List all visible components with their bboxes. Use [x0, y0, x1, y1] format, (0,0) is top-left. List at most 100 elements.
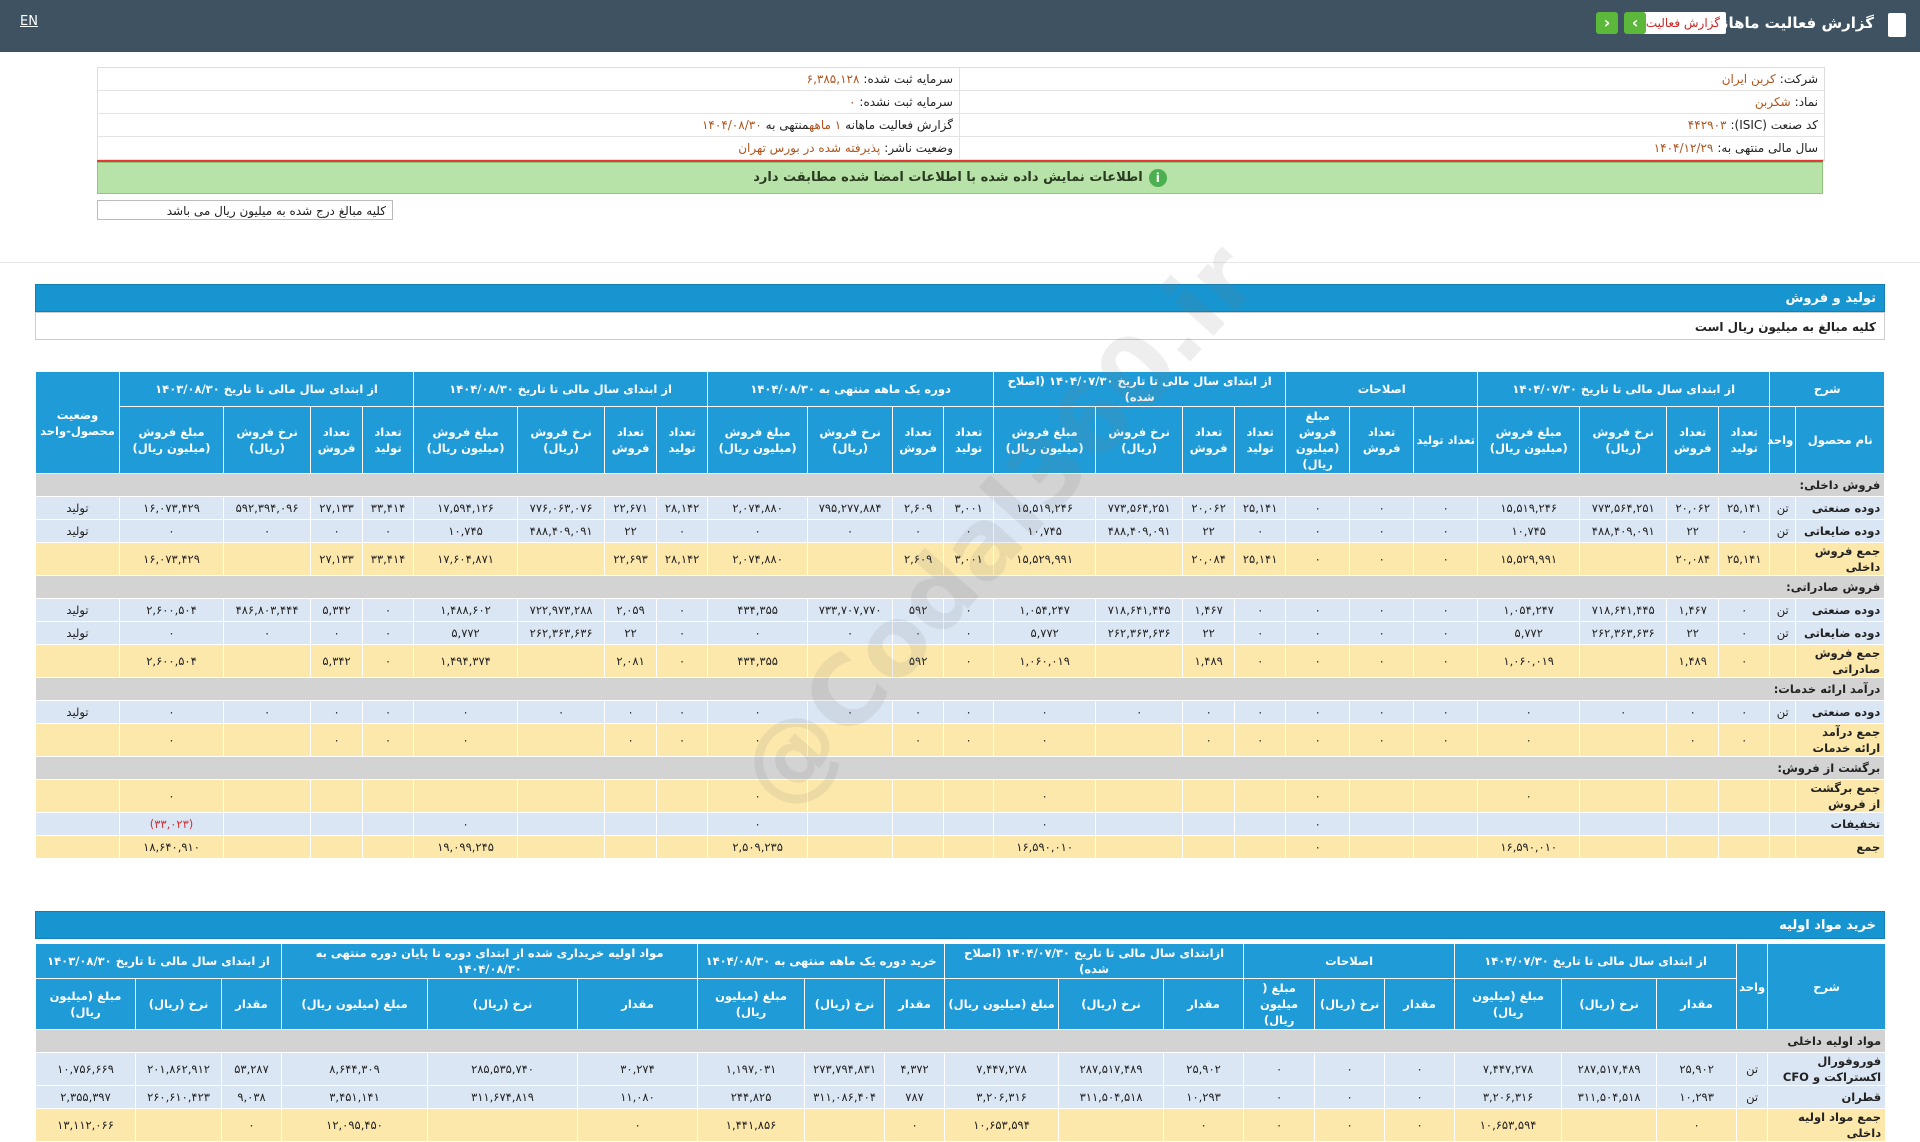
cell: ۲۷,۱۳۳ — [310, 496, 364, 520]
cell: ۱,۴۶۷ — [1666, 598, 1720, 622]
row-label: تخفیفات — [1795, 812, 1886, 836]
cell: ۳,۰۰۱ — [943, 496, 995, 520]
cell — [1234, 779, 1287, 813]
cell: ۷۱۸,۶۴۱,۴۴۵ — [1579, 598, 1668, 622]
cell: ۲۲ — [1182, 519, 1236, 543]
cell — [804, 1108, 886, 1142]
cell: ۷۱۸,۶۴۱,۴۴۵ — [1095, 598, 1184, 622]
info-value: ۱۴۰۴/۰۸/۳۰ — [701, 118, 762, 132]
cell: ۰ — [118, 621, 225, 645]
cell — [1095, 835, 1184, 859]
cell: تولید — [35, 621, 120, 645]
cell — [1413, 835, 1479, 859]
group-header: از ابتدای سال مالی تا تاریخ ۱۴۰۴/۰۷/۳۰ — [1454, 943, 1738, 979]
cell — [1095, 542, 1184, 576]
section-label: فروش صادراتی: — [34, 575, 1886, 599]
cell: ۱,۴۹۴,۳۷۴ — [413, 644, 519, 678]
column-header: تعداد فروش — [1349, 406, 1415, 474]
cell — [135, 1108, 223, 1142]
header-row: نام محصول واحد تعداد تولید تعداد فروش نرخ فر… — [36, 406, 1886, 474]
cell: ۰ — [807, 700, 894, 724]
cell: ۴,۳۷۲ — [884, 1052, 946, 1086]
cell — [807, 779, 894, 813]
column-header: مقدار — [1384, 978, 1456, 1030]
prev-button[interactable]: ‹ — [1596, 12, 1618, 34]
cell: ۱۷,۶۰۴,۸۷۱ — [413, 542, 519, 576]
row-label: جمع درآمد ارائه خدمات — [1795, 723, 1886, 757]
cell: ۸,۶۴۴,۳۰۹ — [281, 1052, 429, 1086]
cell — [892, 812, 945, 836]
cell: ۲۰۱,۸۶۲,۹۱۲ — [135, 1052, 223, 1086]
cell: ۷۷۶,۰۶۳,۰۷۶ — [517, 496, 606, 520]
cell — [310, 779, 364, 813]
cell: ۰ — [1095, 700, 1184, 724]
cell: ۰ — [362, 598, 415, 622]
cell: ۰ — [413, 723, 519, 757]
cell: ۲,۵۰۹,۲۳۵ — [707, 835, 809, 859]
cell — [943, 779, 995, 813]
cell — [35, 812, 120, 836]
info-row: کد صنعت (ISIC):۴۴۲۹۰۳ گزارش فعالیت ماهانه… — [98, 114, 1824, 137]
cell: ۵,۷۷۲ — [1477, 621, 1581, 645]
cell — [1769, 542, 1797, 576]
cell — [1095, 644, 1184, 678]
cell: ۱,۴۸۹ — [1666, 644, 1720, 678]
cell: تولید — [35, 519, 120, 543]
cell: ۰ — [943, 723, 995, 757]
cell: ۱۰,۷۴۵ — [413, 519, 519, 543]
report-select[interactable]: گزارش فعالیت ▾ — [1630, 12, 1726, 34]
column-header: مبلغ ( میلیون ریال) — [1243, 978, 1316, 1030]
cell — [1666, 779, 1720, 813]
section-row: فروش داخلی: — [34, 473, 1886, 497]
cell: ۰ — [656, 621, 709, 645]
cell: ۵,۷۷۲ — [413, 621, 519, 645]
cell — [604, 812, 658, 836]
item-row: قطران تن ۱۰,۲۹۳ ۳۱۱,۵۰۴,۵۱۸ ۳,۲۰۶,۳۱۶ ۰ ۰ ۰ ۱۰,۲… — [34, 1085, 1887, 1109]
cell: ۰ — [577, 1108, 699, 1142]
cell — [1234, 835, 1287, 859]
cell: ۷۹۵,۲۷۷,۸۸۴ — [807, 496, 894, 520]
cell — [427, 1108, 579, 1142]
column-header: مقدار — [577, 978, 699, 1030]
cell: ۲۲,۶۹۳ — [604, 542, 658, 576]
next-button[interactable]: › — [1624, 12, 1646, 34]
cell: ۰ — [1413, 700, 1479, 724]
language-link[interactable]: EN — [20, 14, 38, 29]
cell: ۵,۳۴۲ — [310, 598, 364, 622]
cell: ۱,۰۶۰,۰۱۹ — [993, 644, 1097, 678]
cell: ۵۹۲ — [892, 598, 945, 622]
cell: ۰ — [310, 519, 364, 543]
cell: ۰ — [1477, 723, 1581, 757]
group-header: از ابتدای سال مالی تا تاریخ ۱۴۰۳/۰۸/۳۰ — [34, 943, 283, 979]
column-header: تعداد تولید — [1718, 406, 1771, 474]
cell: ۲,۳۵۵,۳۹۷ — [34, 1085, 137, 1109]
cell: ۱۷,۵۹۴,۱۲۶ — [413, 496, 519, 520]
cell: ۲۲ — [604, 621, 658, 645]
column-header: مقدار — [884, 978, 946, 1030]
cell: ۰ — [310, 700, 364, 724]
cell — [807, 644, 894, 678]
report-select-text: گزارش فعالیت — [1645, 16, 1720, 30]
cell: ۲۶۲,۳۶۳,۶۳۶ — [1579, 621, 1668, 645]
cell — [943, 835, 995, 859]
table-body: مواد اولیه داخلی فوروفورال اکستراکت و CFO… — [34, 1029, 1887, 1142]
group-header: اصلاحات — [1285, 371, 1479, 407]
cell: ۲۸۷,۵۱۷,۴۸۹ — [1058, 1052, 1165, 1086]
column-header: تعداد فروش — [1666, 406, 1720, 474]
cell — [35, 835, 120, 859]
cell: تن — [1769, 598, 1797, 622]
info-label: گزارش فعالیت ماهانه — [845, 118, 953, 132]
cell: ۰ — [807, 519, 894, 543]
cell — [517, 644, 606, 678]
cell — [1579, 779, 1668, 813]
info-label: کد صنعت (ISIC): — [1730, 118, 1818, 132]
info-label: سرمایه ثبت شده: — [863, 72, 953, 86]
cell: ۳,۲۰۶,۳۱۶ — [1454, 1085, 1563, 1109]
column-header: نرخ (ریال) — [804, 978, 886, 1030]
cell: ۷۳۳,۷۰۷,۷۷۰ — [807, 598, 894, 622]
cell — [807, 812, 894, 836]
cell: ۲,۰۸۱ — [604, 644, 658, 678]
page-title: گزارش فعالیت ماهانه — [1713, 14, 1874, 32]
cell: ۰ — [413, 812, 519, 836]
item-row: دوده صنعتی تن ۲۵,۱۴۱ ۲۰,۰۶۲ ۷۷۳,۵۶۴,۲۵۱ ۱۵,۵۱… — [35, 496, 1886, 520]
